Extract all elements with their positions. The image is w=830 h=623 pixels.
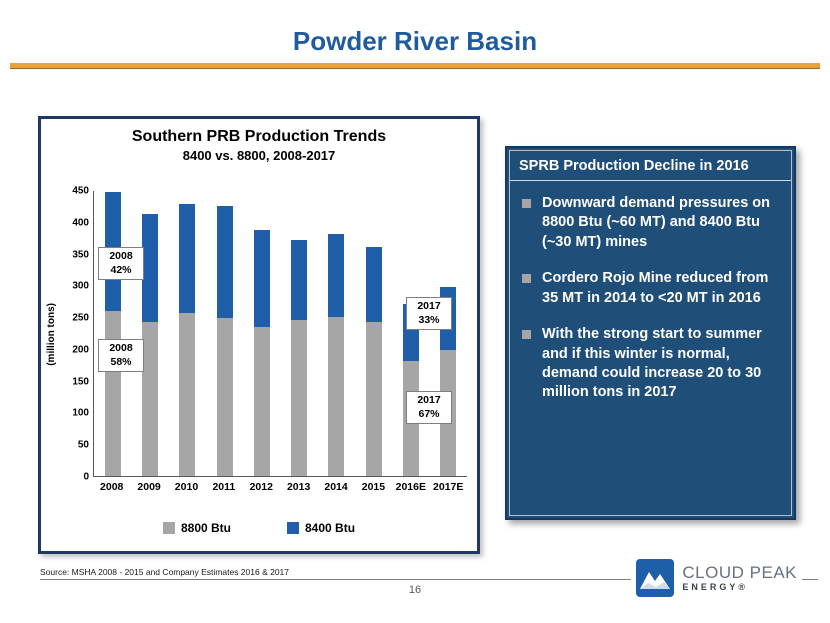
annotation-line: 67% [418,407,440,420]
legend-item: 8800 Btu [162,521,231,535]
y-tick-label: 50 [77,439,89,451]
page-number: 16 [408,584,422,596]
bullet-text: With the strong start to summer and if t… [542,326,762,401]
list-item: With the strong start to summer and if t… [522,325,774,403]
x-tick-label: 2017E [433,481,464,493]
bar-segment-8800-btu [365,322,382,476]
bars [94,191,467,476]
bar-2013 [280,191,317,476]
x-tick-label: 2010 [174,481,199,493]
bar-segment-8800-btu [104,311,121,476]
y-tick-label: 150 [72,376,89,388]
bar-2017E [430,191,467,476]
cloud-peak-logo: CLOUD PEAK ENERGY® [631,556,802,600]
bullet-text: Cordero Rojo Mine reduced from 35 MT in … [542,270,769,306]
info-panel-bullets: Downward demand pressures on 8800 Btu (~… [507,181,794,403]
x-tick-label: 2009 [137,481,161,493]
bar-segment-8800-btu [328,317,345,476]
legend-label: 8800 Btu [180,521,231,535]
x-tick-label: 2011 [212,481,236,493]
x-tick-label: 2016E [395,481,426,493]
y-tick-label: 300 [72,280,89,292]
chart-title: Southern PRB Production Trends [131,128,387,145]
bullet-square-icon [522,330,531,340]
bullet-square-icon [522,274,531,284]
bar-segment-8400-btu [179,204,196,314]
bar-segment-8400-btu [291,239,308,320]
plot-area: 2008 42% 2008 58% 2017 33% 2017 67% [93,191,467,477]
annotation-2008-8800-share: 2008 58% [98,339,144,373]
chart-subtitle: 8400 vs. 8800, 2008-2017 [182,148,336,163]
y-tick-label: 450 [72,185,89,197]
footer-divider [40,579,818,580]
y-tick-label: 100 [72,407,89,419]
bar-segment-8800-btu [216,317,233,476]
legend-item: 8400 Btu [287,521,355,535]
y-tick-label: 400 [72,217,89,229]
y-tick-label: 350 [72,249,89,261]
bar-segment-8800-btu [291,319,308,476]
bar-2011 [206,191,243,476]
logo-subname: ENERGY® [682,582,749,592]
bar-segment-8400-btu [365,246,382,323]
x-tick-label: 2013 [286,481,311,493]
x-tick-label: 2015 [361,481,386,493]
chart-legend: 8800 Btu 8400 Btu [41,521,477,535]
list-item: Downward demand pressures on 8800 Btu (~… [522,194,774,252]
bar-segment-8800-btu [179,313,196,476]
y-axis-title: (million tons) [43,191,59,477]
bar-2014 [318,191,355,476]
x-tick-label: 2014 [324,481,348,493]
cloud-peak-logo-text: CLOUD PEAK ENERGY® [682,564,797,592]
info-panel-header: SPRB Production Decline in 2016 [510,151,791,181]
bar-2012 [243,191,280,476]
source-note: Source: MSHA 2008 - 2015 and Company Est… [40,567,290,577]
x-tick-label: 2012 [249,481,273,493]
x-tick-label: 2008 [100,481,124,493]
annotation-line: 2008 [109,342,133,354]
annotation-2017-8800-share: 2017 67% [406,391,452,425]
bar-2010 [169,191,206,476]
annotation-line: 58% [110,355,132,368]
bar-2008 [94,191,131,476]
bar-segment-8400-btu [216,206,233,318]
bullet-text: Downward demand pressures on 8800 Btu (~… [542,195,771,250]
bar-segment-8800-btu [253,327,270,476]
bar-segment-8400-btu [141,214,158,323]
y-tick-label: 250 [72,312,89,324]
title-accent-rule [10,63,820,69]
info-panel: SPRB Production Decline in 2016 Downward… [505,146,796,520]
y-axis-ticks: 0 50 100 150 200 250 300 350 400 450 [61,186,89,483]
annotation-2017-8400-share: 2017 33% [406,297,452,331]
chart-card: Southern PRB Production Trends 8400 vs. … [38,116,480,554]
annotation-line: 2008 [109,250,133,262]
y-tick-label: 200 [72,344,89,356]
legend-swatch-icon [162,522,175,534]
list-item: Cordero Rojo Mine reduced from 35 MT in … [522,269,774,308]
bar-2009 [131,191,168,476]
annotation-2008-8400-share: 2008 42% [98,247,144,281]
bullet-square-icon [522,199,531,208]
annotation-line: 33% [418,313,440,326]
bar-segment-8800-btu [141,322,158,476]
bar-2015 [355,191,392,476]
annotation-line: 2017 [417,394,441,406]
bar-2016E [392,191,429,476]
annotation-line: 42% [110,263,132,276]
page-title: Powder River Basin [292,26,538,56]
y-tick-label: 0 [83,471,89,483]
y-axis-title-text: (million tons) [45,302,57,366]
bar-segment-8400-btu [253,230,270,328]
bar-segment-8400-btu [328,234,345,318]
logo-name: CLOUD PEAK [682,563,797,582]
legend-swatch-icon [287,522,299,534]
annotation-line: 2017 [417,300,441,312]
x-axis-labels: 2008 2009 2010 2011 2012 2013 2014 2015 2016E 201… [93,481,467,493]
legend-label: 8400 Btu [305,521,356,535]
cloud-peak-logo-icon [636,559,675,597]
